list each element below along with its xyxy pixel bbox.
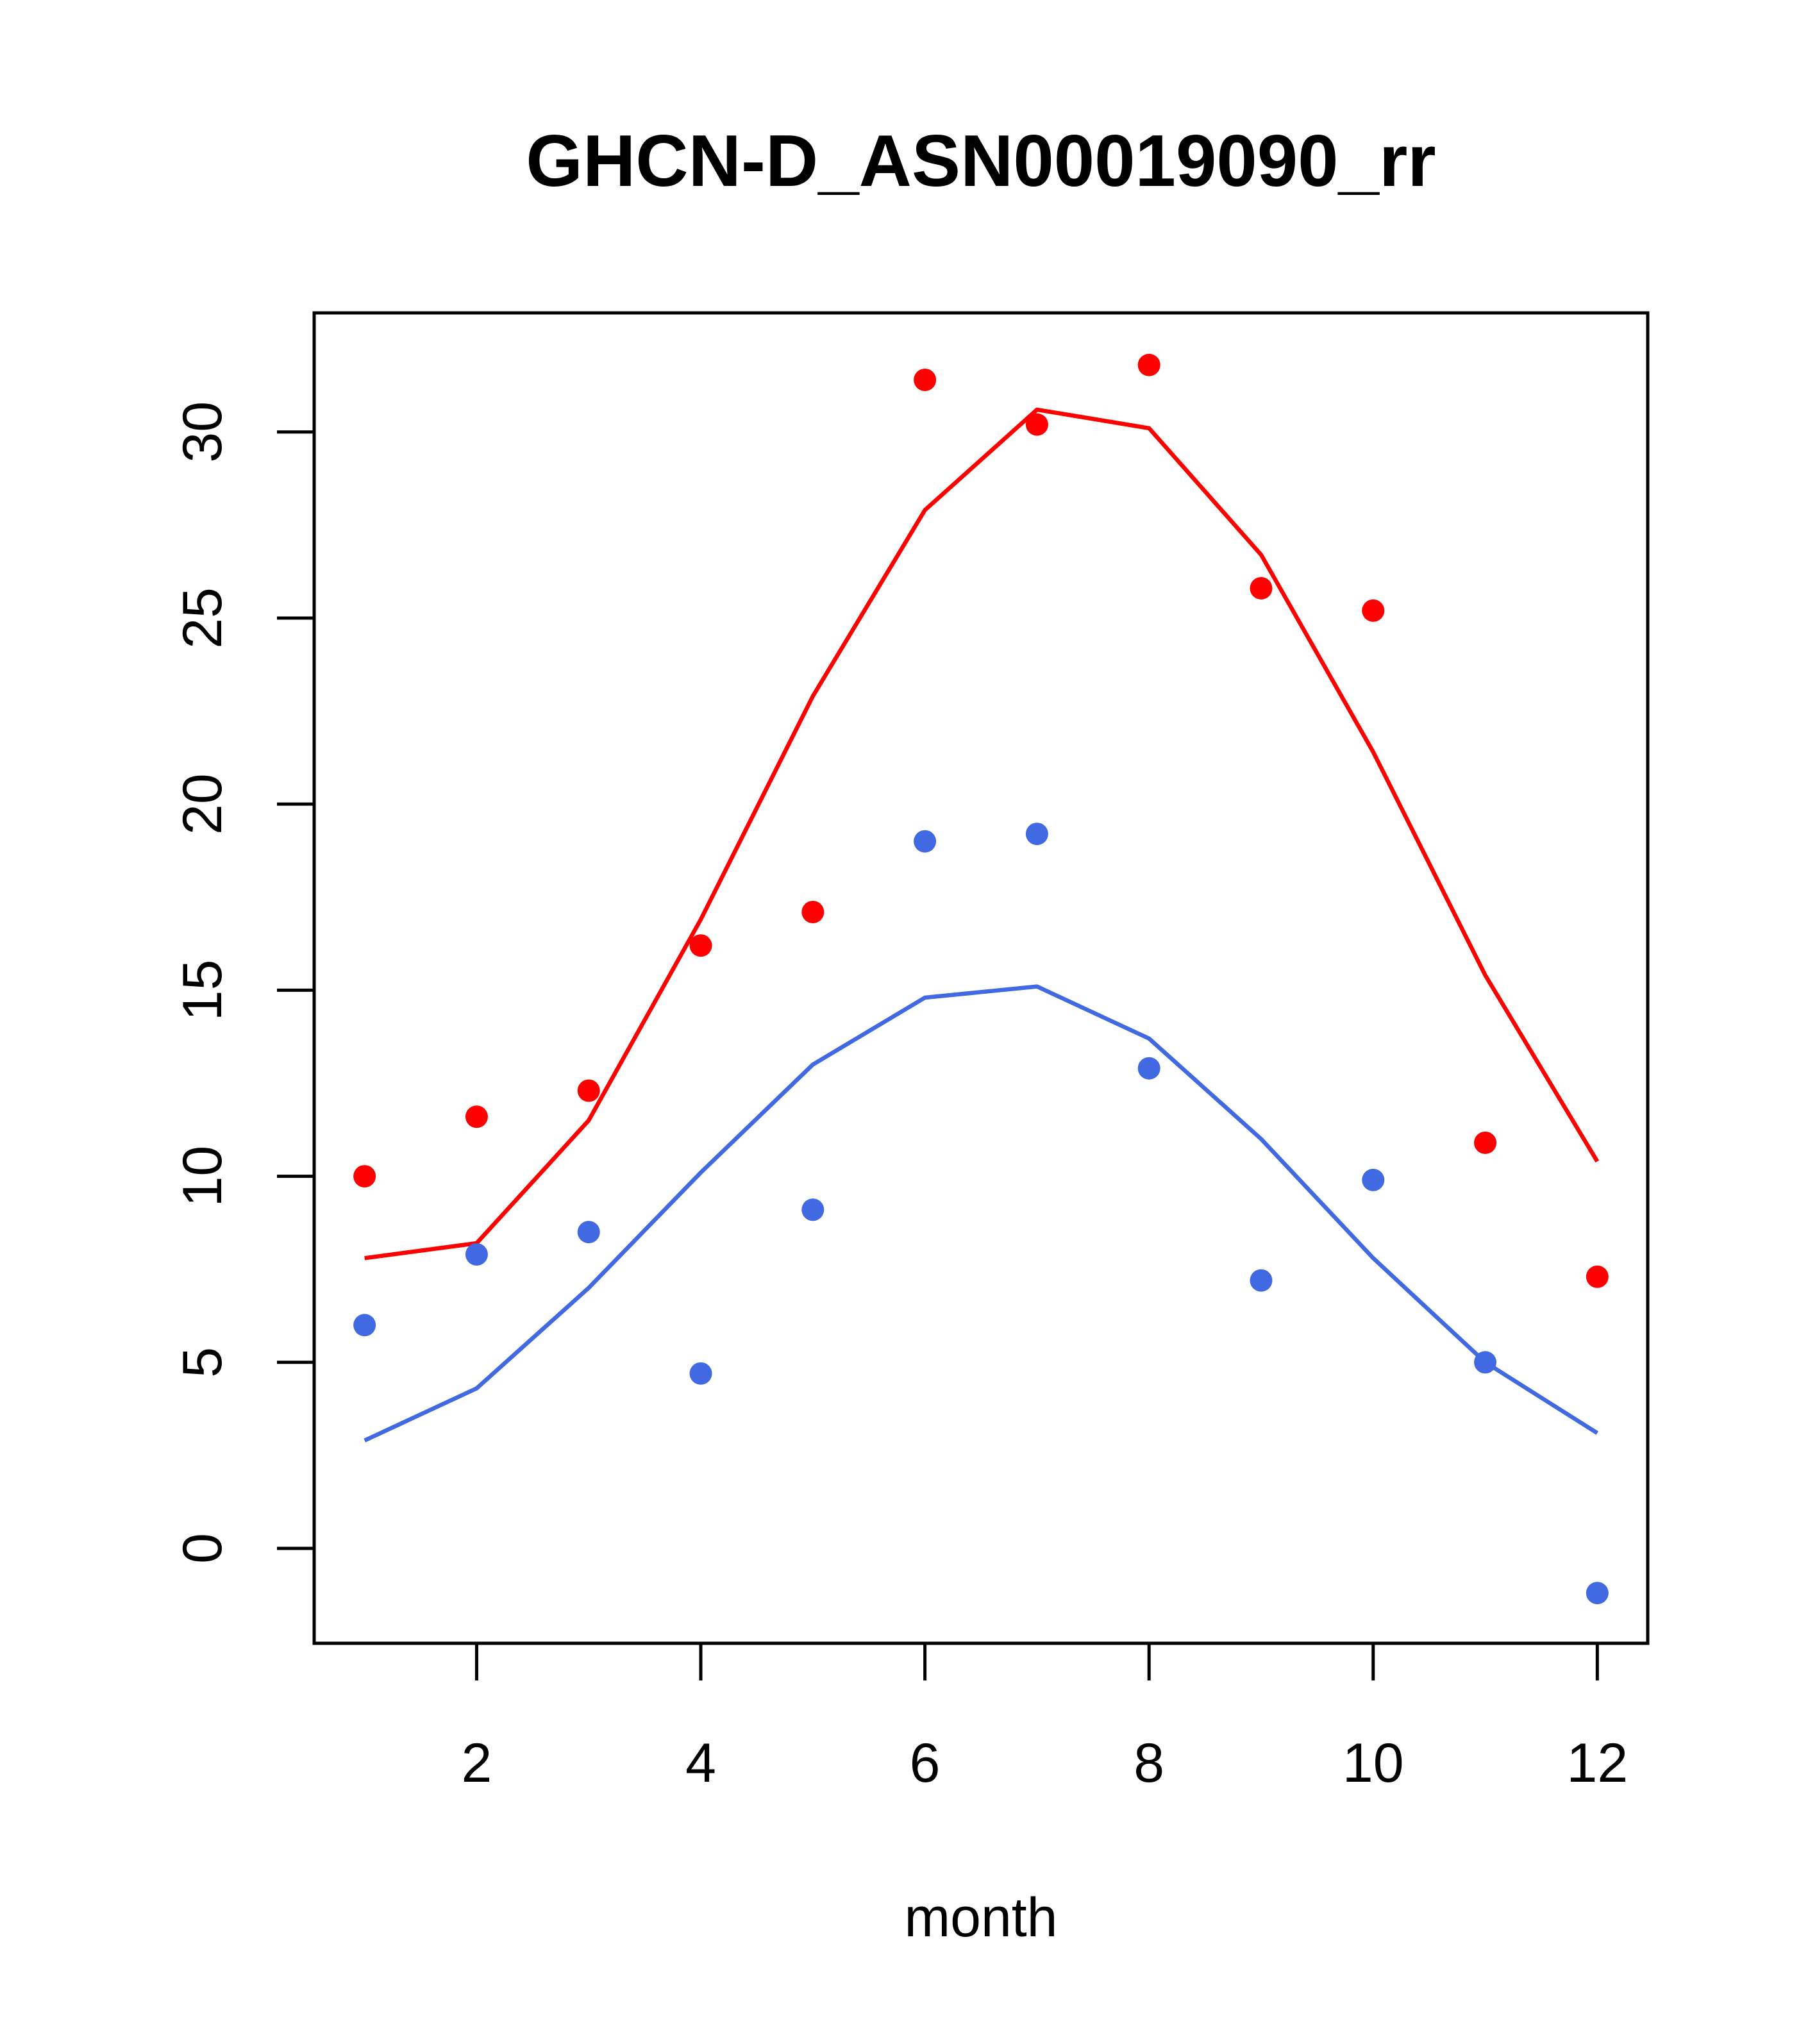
series-0-point [577, 1079, 600, 1102]
series-0-point [1362, 599, 1385, 622]
y-tick-label: 20 [172, 773, 233, 835]
series-2-point [801, 1198, 825, 1221]
series-2-point [1586, 1582, 1609, 1605]
series-0-point [1025, 413, 1048, 436]
series-2-point [465, 1243, 488, 1266]
x-tick-label: 8 [1134, 1732, 1164, 1794]
y-tick-label: 25 [172, 587, 233, 649]
series-0-point [914, 368, 937, 391]
y-tick-label: 0 [172, 1533, 233, 1564]
x-axis: 2 4 6 8 10 12 [462, 1641, 1629, 1794]
series-0-point [689, 934, 712, 957]
series-1-line [364, 407, 1600, 1261]
y-axis: 0 5 10 15 20 25 30 [172, 401, 316, 1564]
series-0-point [465, 1105, 488, 1128]
series-2-point [1250, 1269, 1273, 1292]
series-0-point [801, 900, 825, 923]
series-2-point [1137, 1057, 1160, 1080]
series-3-line [364, 984, 1599, 1443]
y-tick-label: 10 [172, 1146, 233, 1207]
x-tick-label: 6 [910, 1732, 941, 1794]
plot-frame [312, 311, 1650, 1645]
series-2-point [577, 1221, 600, 1244]
series-0-point [353, 1165, 376, 1188]
series-0-point [1474, 1131, 1497, 1154]
series-2-point [1025, 823, 1048, 846]
series-0-point [1250, 577, 1273, 600]
series-0-point [1586, 1265, 1609, 1288]
plot-marks [353, 353, 1609, 1605]
x-tick-label: 2 [462, 1732, 492, 1794]
series-2-point [353, 1314, 376, 1337]
y-tick-label: 5 [172, 1347, 233, 1378]
series-2-point [689, 1362, 712, 1385]
y-tick-label: 15 [172, 960, 233, 1021]
series-2-point [1362, 1168, 1385, 1191]
x-tick-label: 4 [685, 1732, 716, 1794]
x-axis-label: month [904, 1887, 1057, 1948]
x-tick-label: 12 [1567, 1732, 1629, 1794]
chart-title: GHCN-D_ASN00019090_rr [526, 121, 1436, 202]
series-0-point [1137, 353, 1160, 376]
x-tick-label: 10 [1343, 1732, 1404, 1794]
series-2-point [914, 830, 937, 853]
y-tick-label: 30 [172, 401, 233, 463]
